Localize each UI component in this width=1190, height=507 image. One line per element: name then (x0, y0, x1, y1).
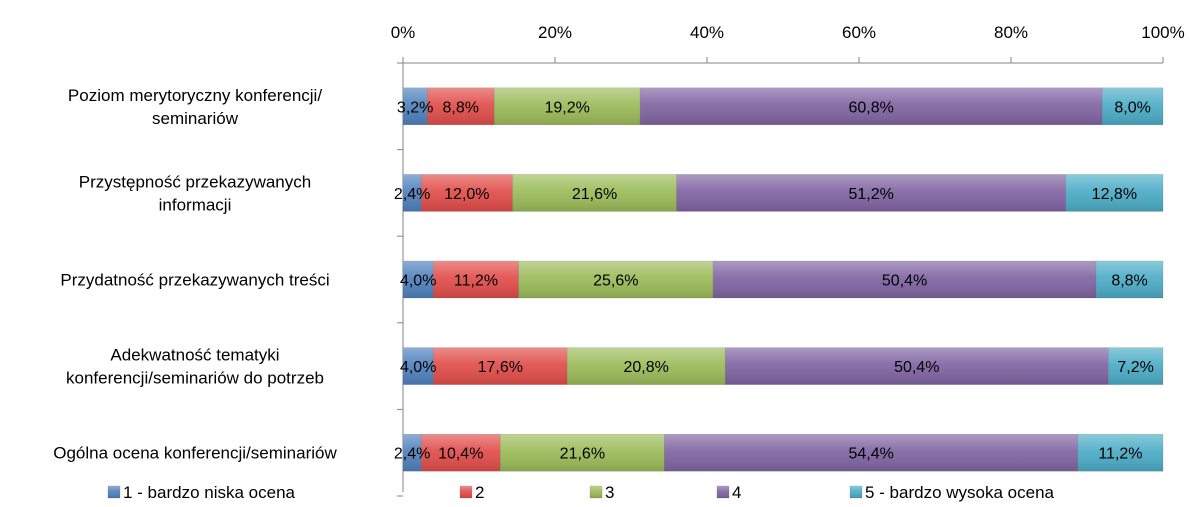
legend-label: 3 (605, 483, 614, 502)
bar-segment-shine (664, 434, 1078, 472)
data-label: 8,8% (443, 99, 479, 116)
data-label: 7,2% (1117, 359, 1153, 376)
category-label-line: Przydatność przekazywanych treści (60, 271, 329, 290)
category-label-line: Przystępność przekazywanych (79, 172, 311, 191)
bar-segment-shine (433, 347, 568, 385)
bar-segment-shine (640, 87, 1103, 125)
legend: 1 - bardzo niska ocena 2 3 4 5 - bardzo wyso… (107, 483, 1055, 502)
category-label-line: Ogólna ocena konferencji/seminariów (53, 444, 337, 463)
category-label-line: Adekwatność tematyki (110, 346, 279, 365)
data-label: 21,6% (572, 186, 617, 203)
data-label: 4,0% (400, 359, 436, 376)
data-label: 2,4% (394, 446, 430, 463)
legend-swatch-shine (850, 486, 862, 498)
data-label: 8,0% (1114, 99, 1150, 116)
category-label-line: konferencji/seminariów do potrzeb (66, 369, 324, 388)
data-label: 54,4% (848, 446, 893, 463)
data-label: 10,4% (438, 446, 483, 463)
category-label: Poziom merytoryczny konferencji/seminari… (68, 86, 322, 128)
category-label: Przydatność przekazywanych treści (60, 271, 329, 290)
data-label: 12,0% (444, 186, 489, 203)
legend-label: 1 - bardzo niska ocena (123, 483, 296, 502)
data-label: 2,4% (394, 186, 430, 203)
bar-segment-shine (403, 434, 422, 472)
data-label: 21,6% (560, 446, 605, 463)
x-tick-label: 0% (391, 23, 416, 42)
data-label: 51,2% (848, 186, 893, 203)
bar-segment-shine (567, 347, 726, 385)
bar-segment-shine (427, 87, 495, 125)
bar-segment-shine (1065, 174, 1163, 212)
data-label: 25,6% (593, 273, 638, 290)
legend-swatch-shine (590, 486, 602, 498)
category-label: Przystępność przekazywanych informacji (79, 172, 311, 214)
x-tick-label: 40% (690, 23, 724, 42)
bar-segment-shine (725, 347, 1109, 385)
legend-label: 5 - bardzo wysoka ocena (865, 483, 1055, 502)
data-label: 50,4% (882, 273, 927, 290)
bar-segment-shine (512, 174, 677, 212)
bar-segment-shine (403, 261, 434, 298)
bar-segment-shine (403, 347, 434, 385)
legend-swatch-shine (460, 486, 472, 498)
x-tick-label: 100% (1141, 23, 1184, 42)
data-label: 8,8% (1111, 273, 1147, 290)
legend-swatch-shine (108, 486, 120, 498)
data-label: 50,4% (894, 359, 939, 376)
bar-segment-shine (421, 174, 513, 212)
bar-segment-shine (500, 434, 665, 472)
x-tick-label: 60% (842, 23, 876, 42)
data-label: 3,2% (397, 99, 433, 116)
legend-item: 1 - bardzo niska ocena (107, 483, 296, 502)
data-label: 60,8% (848, 99, 893, 116)
legend-item: 5 - bardzo wysoka ocena (849, 483, 1055, 502)
data-label: 4,0% (400, 273, 436, 290)
bar-segment-shine (421, 434, 501, 472)
data-labels-layer: 3,2% 8,8% 19,2% 60,8% 8,0% 2,4% 12,0% 21,6% 51,2… (394, 99, 1154, 462)
legend-swatch-shine (717, 486, 729, 498)
x-tick-label: 20% (538, 23, 572, 42)
category-label-line: seminariów (152, 109, 239, 128)
legend-item: 3 (589, 483, 614, 502)
bar-segment-shine (1096, 261, 1163, 298)
category-label: Ogólna ocena konferencji/seminariów (53, 444, 337, 463)
legend-item: 2 (459, 483, 484, 502)
legend-label: 4 (732, 483, 741, 502)
category-label-line: Poziom merytoryczny konferencji/ (68, 86, 322, 105)
data-label: 12,8% (1092, 186, 1137, 203)
bar-segment-shine (1077, 434, 1163, 472)
bar-segment-shine (494, 87, 641, 125)
category-label-line: informacji (159, 195, 232, 214)
bar-segment-shine (1108, 347, 1163, 385)
bar-segment-shine (403, 87, 428, 125)
x-tick-label: 80% (994, 23, 1028, 42)
bar-segment-shine (713, 261, 1097, 298)
bars-layer (402, 87, 1164, 472)
category-label: Adekwatność tematyki konferencji/seminari… (66, 346, 324, 388)
data-label: 20,8% (624, 359, 669, 376)
bar-segment-shine (403, 174, 422, 212)
data-label: 19,2% (544, 99, 589, 116)
data-label: 11,2% (454, 273, 498, 290)
bar-segment-shine (433, 261, 519, 298)
legend-label: 2 (475, 483, 484, 502)
bar-segment-shine (1102, 87, 1163, 125)
bar-segment-shine (676, 174, 1066, 212)
legend-item: 4 (716, 483, 741, 502)
data-label: 17,6% (478, 359, 523, 376)
axis-layer: 0% 20% 40% 60% 80% 100% Poziom merytoryczny ko… (53, 23, 1185, 497)
data-label: 11,2% (1098, 446, 1142, 463)
bar-segment-shine (518, 261, 714, 298)
